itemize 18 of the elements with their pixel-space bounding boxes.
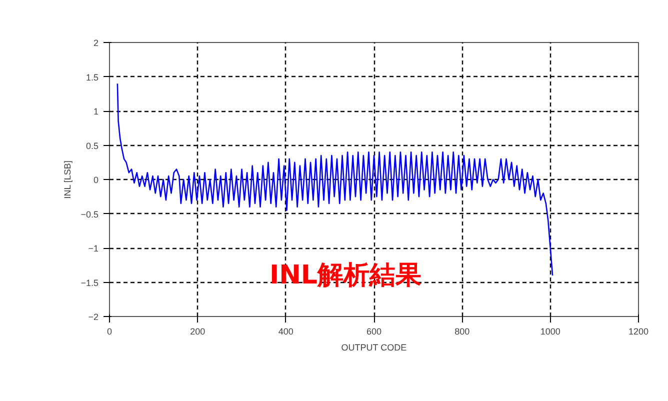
- y-tick-label: −0.5: [80, 209, 99, 220]
- y-tick-label: −1.5: [80, 278, 99, 288]
- y-tick-label: 0.5: [86, 140, 99, 151]
- x-tick-label: 600: [366, 326, 382, 336]
- y-tick-label: 1.5: [86, 72, 99, 82]
- x-tick-label: 400: [278, 326, 294, 336]
- x-tick-label: 800: [454, 326, 470, 336]
- y-axis-title: INL [LSB]: [62, 160, 73, 199]
- x-axis-title: OUTPUT CODE: [341, 342, 407, 352]
- x-tick-label: 200: [190, 326, 206, 336]
- y-tick-label: −2: [88, 312, 99, 322]
- y-tick-label: −1: [88, 244, 99, 254]
- x-tick-label: 1200: [628, 326, 649, 336]
- y-tick-label: 0: [93, 175, 99, 185]
- y-tick-label: 2: [93, 38, 99, 48]
- x-tick-label: 0: [106, 326, 112, 336]
- x-tick-label: 1000: [540, 326, 560, 336]
- y-tick-label: 1: [93, 106, 99, 116]
